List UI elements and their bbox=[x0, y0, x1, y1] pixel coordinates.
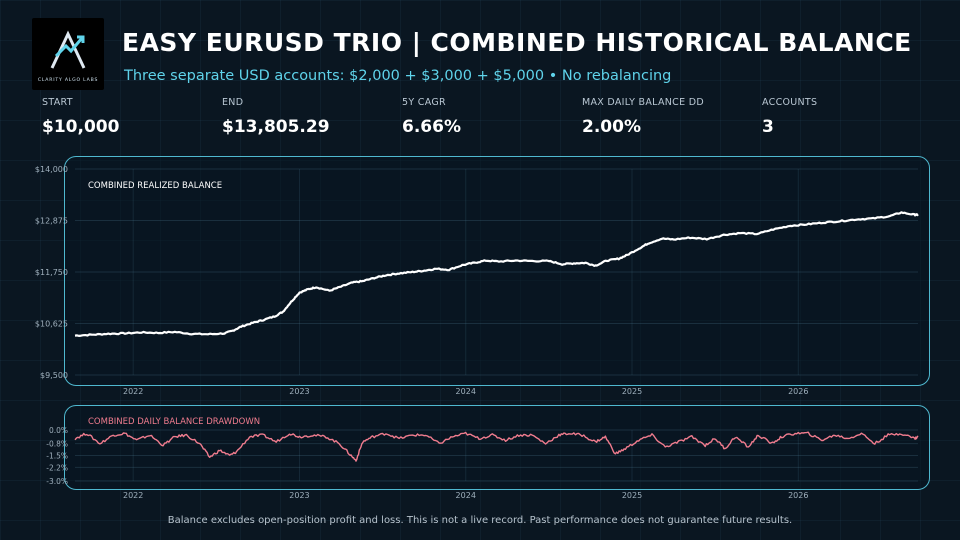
y-tick-label: 0.0% bbox=[49, 426, 68, 435]
y-tick-label: $10,625 bbox=[35, 320, 68, 329]
y-tick-label: $9,500 bbox=[40, 371, 68, 380]
x-tick-label: 2023 bbox=[289, 387, 309, 396]
stat-label: END bbox=[222, 97, 244, 108]
x-tick-label: 2026 bbox=[788, 491, 808, 500]
stat-max-dd: MAX DAILY BALANCE DD 2.00% bbox=[582, 97, 704, 137]
page-title: EASY EURUSD TRIO | COMBINED HISTORICAL B… bbox=[122, 28, 912, 57]
logo: CLARITY ALGO LABS bbox=[32, 18, 104, 90]
disclaimer-footnote: Balance excludes open-position profit an… bbox=[167, 515, 793, 526]
x-tick-label: 2025 bbox=[622, 491, 642, 500]
y-tick-label: -3.0% bbox=[46, 477, 68, 486]
stat-value: 2.00% bbox=[582, 117, 641, 137]
stat-value: 6.66% bbox=[402, 117, 461, 137]
y-tick-label: $11,750 bbox=[35, 268, 68, 277]
stat-value: $10,000 bbox=[42, 117, 120, 137]
stat-value: 3 bbox=[762, 117, 774, 137]
y-tick-label: $14,000 bbox=[35, 165, 68, 174]
drawdown-panel bbox=[64, 405, 930, 490]
stat-label: MAX DAILY BALANCE DD bbox=[582, 97, 704, 108]
y-tick-label: -2.2% bbox=[46, 463, 68, 472]
x-tick-label: 2022 bbox=[123, 491, 143, 500]
stat-label: START bbox=[42, 97, 73, 108]
x-tick-label: 2024 bbox=[456, 491, 476, 500]
page-subtitle: Three separate USD accounts: $2,000 + $3… bbox=[124, 68, 672, 84]
balance-panel bbox=[64, 156, 930, 386]
stat-cagr: 5Y CAGR 6.66% bbox=[402, 97, 461, 137]
x-tick-label: 2026 bbox=[788, 387, 808, 396]
logo-mark-icon bbox=[50, 30, 86, 69]
x-tick-label: 2025 bbox=[622, 387, 642, 396]
x-tick-label: 2024 bbox=[456, 387, 476, 396]
chart-title: COMBINED DAILY BALANCE DRAWDOWN bbox=[88, 417, 260, 427]
chart-title: COMBINED REALIZED BALANCE bbox=[88, 181, 222, 191]
stat-label: 5Y CAGR bbox=[402, 97, 446, 108]
logo-text: CLARITY ALGO LABS bbox=[37, 78, 99, 83]
stat-value: $13,805.29 bbox=[222, 117, 330, 137]
stat-end: END $13,805.29 bbox=[222, 97, 330, 137]
y-tick-label: -1.5% bbox=[46, 452, 68, 461]
stat-start: START $10,000 bbox=[42, 97, 119, 137]
series-line bbox=[74, 211, 919, 337]
y-tick-label: $12,875 bbox=[35, 217, 68, 226]
drawdown-chart: 0.0% -0.8% -1.5% -2.2% -3.0% 2022 2023 2024 2025… bbox=[46, 417, 919, 500]
x-tick-label: 2023 bbox=[289, 491, 309, 500]
y-tick-label: -0.8% bbox=[46, 440, 68, 449]
x-tick-label: 2022 bbox=[123, 387, 143, 396]
stat-label: ACCOUNTS bbox=[762, 97, 818, 108]
stat-accounts: ACCOUNTS 3 bbox=[762, 97, 817, 137]
series-line bbox=[74, 431, 919, 462]
balance-chart: $9,500 $10,625 $11,750 $12,875 $14,000 2022 20… bbox=[35, 165, 919, 396]
